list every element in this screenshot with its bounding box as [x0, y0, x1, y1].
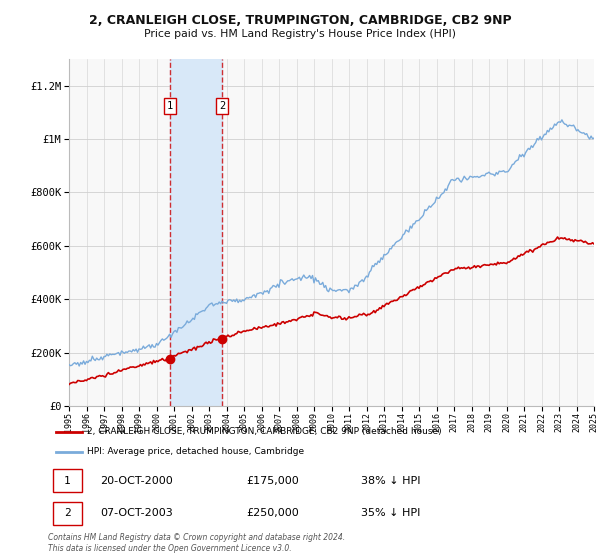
FancyBboxPatch shape	[53, 469, 82, 492]
Text: 2, CRANLEIGH CLOSE, TRUMPINGTON, CAMBRIDGE, CB2 9NP: 2, CRANLEIGH CLOSE, TRUMPINGTON, CAMBRID…	[89, 14, 511, 27]
Text: 2: 2	[219, 101, 226, 111]
Text: 07-OCT-2003: 07-OCT-2003	[100, 508, 173, 519]
Text: 2, CRANLEIGH CLOSE, TRUMPINGTON, CAMBRIDGE, CB2 9NP (detached house): 2, CRANLEIGH CLOSE, TRUMPINGTON, CAMBRID…	[87, 427, 442, 436]
Bar	[170, 59, 222, 406]
Text: 1: 1	[167, 101, 173, 111]
Text: Price paid vs. HM Land Registry's House Price Index (HPI): Price paid vs. HM Land Registry's House …	[144, 29, 456, 39]
Text: £250,000: £250,000	[247, 508, 299, 519]
Text: 35% ↓ HPI: 35% ↓ HPI	[361, 508, 421, 519]
Text: 38% ↓ HPI: 38% ↓ HPI	[361, 475, 421, 486]
Text: HPI: Average price, detached house, Cambridge: HPI: Average price, detached house, Camb…	[87, 447, 304, 456]
Text: £175,000: £175,000	[247, 475, 299, 486]
Text: Contains HM Land Registry data © Crown copyright and database right 2024.
This d: Contains HM Land Registry data © Crown c…	[48, 533, 345, 553]
Text: 1: 1	[64, 475, 71, 486]
Text: 2: 2	[64, 508, 71, 519]
FancyBboxPatch shape	[53, 502, 82, 525]
Text: 20-OCT-2000: 20-OCT-2000	[100, 475, 173, 486]
